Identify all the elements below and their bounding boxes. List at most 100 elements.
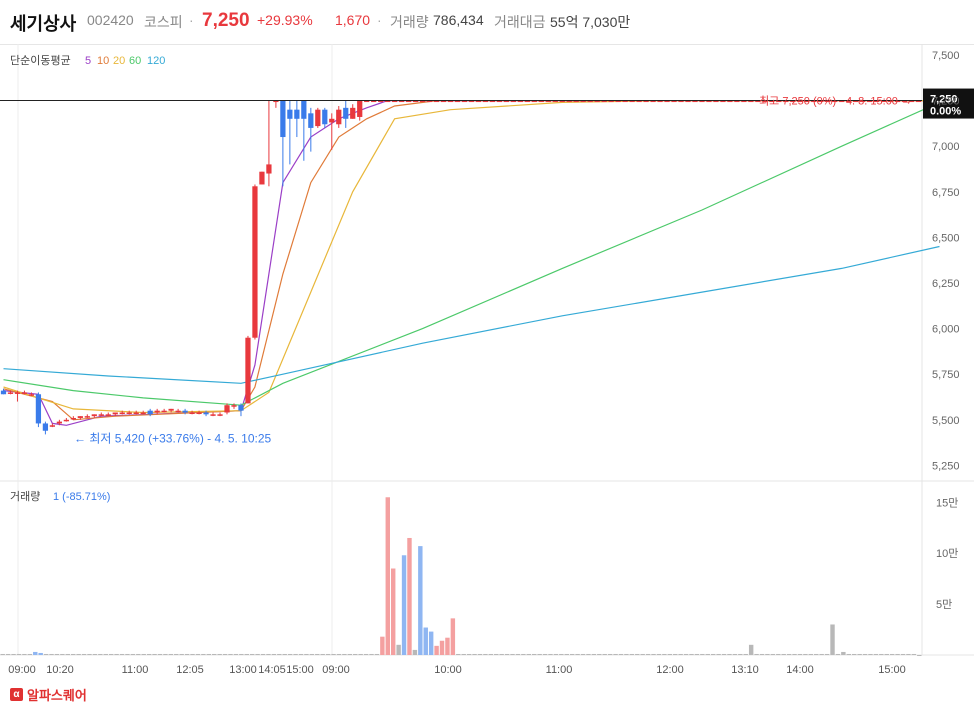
candle-body xyxy=(880,100,887,103)
time-tick-label: 12:05 xyxy=(176,664,204,676)
stock-name[interactable]: 세기상사 xyxy=(10,14,77,34)
candle-body xyxy=(266,164,272,174)
volume-bar xyxy=(759,653,765,655)
volume-bar xyxy=(553,653,559,655)
volume-bar xyxy=(846,653,851,655)
volume-bar xyxy=(309,653,315,655)
price-tick-label: 7,500 xyxy=(932,50,960,62)
candle-body xyxy=(28,394,35,396)
volume-bar xyxy=(255,653,260,655)
volume-bar xyxy=(146,653,152,655)
volume-bar xyxy=(580,653,586,655)
volume-bar xyxy=(504,653,510,655)
brand-footer[interactable]: α 알파스퀘어 xyxy=(10,685,87,704)
candle-body xyxy=(825,100,831,103)
time-tick-label: 11:00 xyxy=(546,664,573,676)
candle-body xyxy=(755,100,761,103)
volume-bar xyxy=(635,653,640,655)
volume-bar xyxy=(515,653,521,655)
candle-body xyxy=(783,100,789,103)
candle-body xyxy=(49,425,56,427)
volume-bar xyxy=(407,537,412,655)
volume-bar xyxy=(900,653,906,655)
volume-bar xyxy=(721,653,727,655)
volume-bar xyxy=(217,653,222,655)
volume-bar xyxy=(792,653,797,655)
high-annotation: 최고 7,250 (0%) - 4. 8. 15:00 → xyxy=(759,95,912,108)
volume-bar xyxy=(488,653,494,655)
candle-body xyxy=(84,416,90,418)
volume-bar xyxy=(537,653,542,655)
volume-bar xyxy=(477,653,483,655)
volume-bar xyxy=(201,653,206,655)
volume-tick-label: 5만 xyxy=(936,598,952,611)
volume-bar xyxy=(342,653,347,655)
candle-body xyxy=(280,100,286,138)
volume-bar xyxy=(38,652,43,655)
last-change-label: 0.00% xyxy=(930,106,961,118)
volume-bar xyxy=(689,653,694,655)
volume-bar xyxy=(602,653,607,655)
volume-bar xyxy=(575,653,580,655)
volume-bar xyxy=(629,653,635,655)
volume-bar xyxy=(754,653,759,655)
candle-body xyxy=(552,100,558,103)
candle-body xyxy=(343,107,349,119)
volume-bar xyxy=(179,653,184,655)
candle-body xyxy=(846,100,852,103)
candle-body xyxy=(901,100,908,103)
candle-body xyxy=(671,100,677,103)
brand-name: 알파스퀘어 xyxy=(27,688,87,703)
volume-bar xyxy=(808,653,814,655)
volume-bar xyxy=(770,653,776,655)
candle-body xyxy=(56,421,62,424)
candle-body xyxy=(203,412,209,415)
candle-body xyxy=(371,100,377,103)
volume-bar xyxy=(873,653,879,655)
candle-body xyxy=(385,100,391,103)
candle-body xyxy=(741,100,747,103)
volume-bar xyxy=(624,653,629,655)
volume-bar xyxy=(385,497,390,655)
candle-body xyxy=(77,416,83,418)
volume-bar xyxy=(244,653,249,655)
candle-body xyxy=(42,423,49,431)
volume-bar xyxy=(911,653,917,655)
candle-body xyxy=(217,414,223,416)
candle-body xyxy=(580,100,586,103)
volume-bar xyxy=(591,653,597,655)
stock-code: 002420 xyxy=(87,12,134,28)
candle-body xyxy=(399,100,405,103)
candle-body xyxy=(818,100,824,103)
volume-bar xyxy=(456,653,461,655)
volume-bar xyxy=(483,653,488,655)
volume-bar xyxy=(803,653,808,655)
candle-body xyxy=(608,100,614,103)
volume-bar xyxy=(548,653,553,655)
candle-body xyxy=(133,412,139,415)
volume-bar xyxy=(174,653,179,655)
candle-body xyxy=(538,100,544,103)
volume-bar xyxy=(374,653,380,655)
ma-legend-period-60: 60 xyxy=(129,55,141,67)
candle-body xyxy=(776,100,782,103)
volume-bar xyxy=(358,653,363,655)
candle-body xyxy=(860,100,866,103)
candle-body xyxy=(915,100,922,103)
volume-bar xyxy=(786,653,792,655)
candle-body xyxy=(224,405,230,413)
time-tick-label: 09:00 xyxy=(8,664,36,676)
separator-dot: · xyxy=(189,12,194,28)
change-amount: 1,670 xyxy=(335,12,371,28)
candle-body xyxy=(119,412,125,415)
candle-body xyxy=(126,412,132,415)
volume-bar xyxy=(228,653,233,655)
candle-body xyxy=(301,100,307,119)
time-tick-label: 15:00 xyxy=(286,664,314,676)
candle-body xyxy=(489,100,496,103)
last-price-box xyxy=(923,88,974,119)
candle-body xyxy=(629,100,635,103)
candle-body xyxy=(189,412,195,415)
candle-body xyxy=(454,100,461,103)
